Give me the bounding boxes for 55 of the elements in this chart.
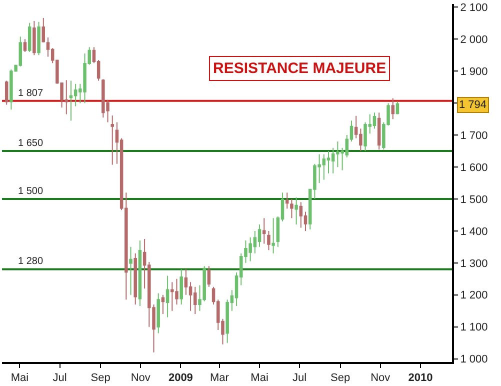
x-tick-label: 2009 [168,372,193,384]
y-tick-label: 1 500 [460,194,488,206]
candlestick [110,115,114,166]
candlestick [166,275,170,318]
y-tick-label: 1 400 [460,226,488,238]
x-tick-label: 2010 [408,372,433,384]
candlestick [267,230,270,251]
ref-line-label: 1 650 [18,138,44,149]
candlestick [294,196,298,226]
candlestick [290,198,294,219]
x-tick-label: Mar [210,372,230,384]
candlestick [391,98,394,120]
candlestick [285,192,289,210]
y-tick-label: 1 300 [460,258,488,270]
ref-line-label: 1 807 [18,88,44,99]
candlestick [28,22,32,52]
y-tick-label: 2 000 [460,34,488,46]
candlestick [377,112,381,150]
y-tick-label: 1 000 [460,354,488,366]
x-tick-label: Mai [250,372,268,384]
y-tick-label: 2 100 [460,2,488,14]
x-tick-label: Sep [330,372,350,384]
candlestick [156,292,160,334]
text: 1 794 [459,99,487,111]
candlestick [69,80,73,122]
candlestick [4,80,8,106]
y-tick-label: 1 900 [460,66,488,78]
candlestick [138,240,142,307]
candlestick [32,20,36,56]
x-tick-label: Nov [130,372,151,384]
candlestick [161,294,165,315]
candlestick [207,266,211,288]
y-tick-label: 1 600 [460,162,488,174]
y-tick-label: 1 700 [460,130,488,142]
candlestick [42,18,46,43]
x-tick-label: Nov [370,372,391,384]
candlestick [23,38,27,52]
candlestick [299,202,303,228]
candlestick [129,246,132,296]
x-tick-label: Jul [52,372,67,384]
y-tick-label: 1 100 [460,322,488,334]
candlestick [372,112,376,130]
candlestick [37,21,40,56]
candlestick [272,218,275,254]
y-tick-label: 1 200 [460,290,488,302]
candlestick [396,100,400,115]
x-tick-label: Sep [90,372,110,384]
candlestick [262,218,266,244]
annotation: RESISTANCE MAJEURE [213,60,386,77]
ref-line-label: 1 500 [18,186,44,197]
x-tick-label: Jul [292,372,307,384]
x-tick-label: Mai [10,372,29,384]
ref-line-label: 1 280 [18,256,44,267]
candlestick [134,252,137,305]
candlestick [180,268,183,305]
